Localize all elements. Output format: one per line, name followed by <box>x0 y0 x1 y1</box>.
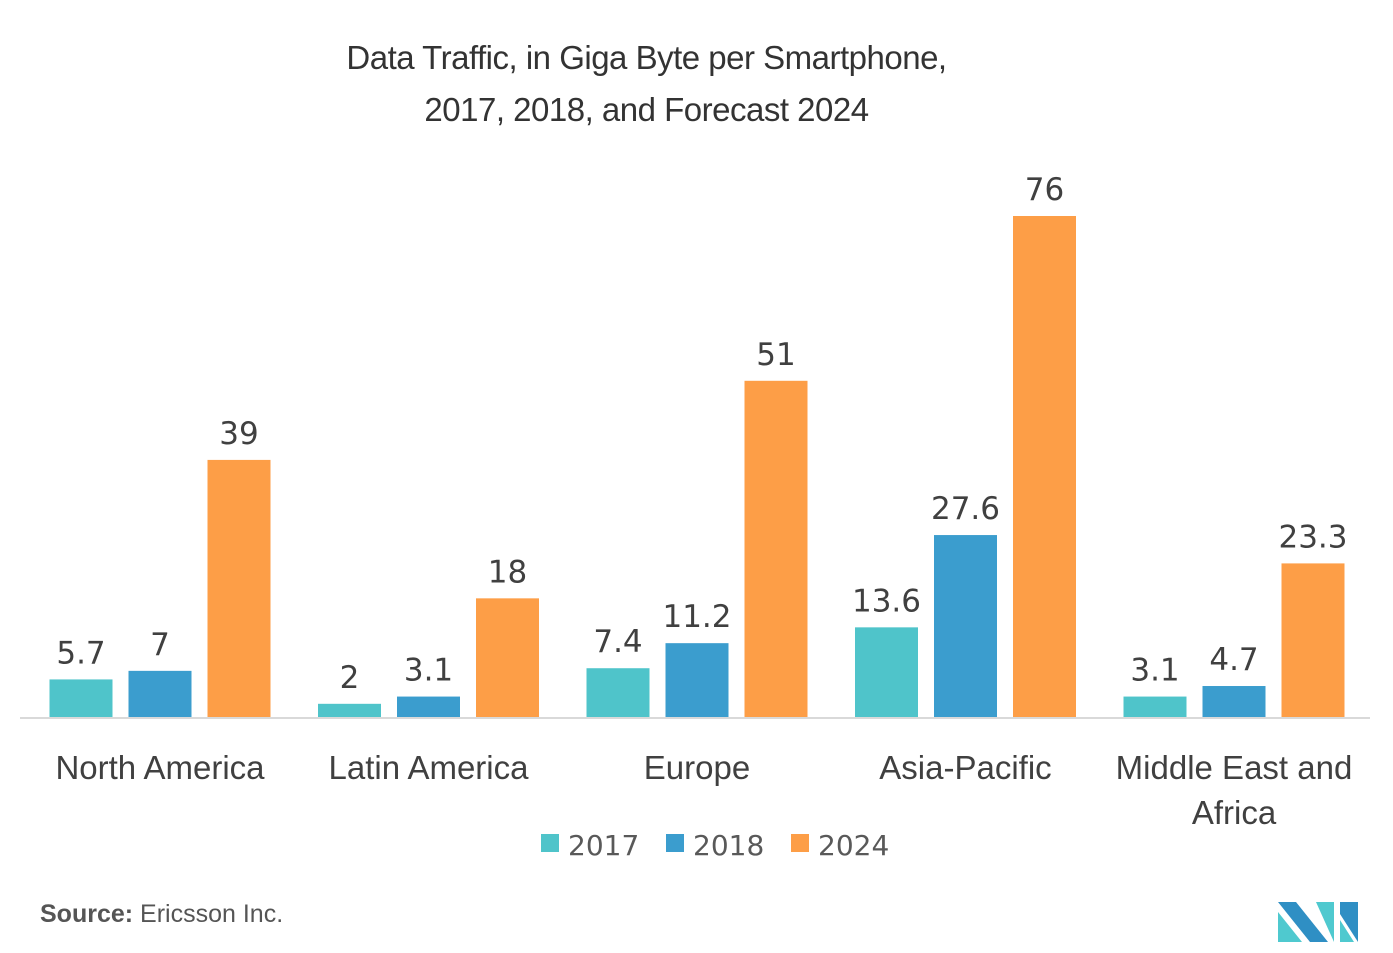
bar-2017-1 <box>318 703 381 717</box>
x-tick-label: Asia-Pacific <box>879 749 1051 786</box>
bar-2018-4 <box>1202 686 1266 717</box>
bar-2024-4 <box>1281 563 1345 717</box>
legend-label-2017: 2017 <box>568 829 639 862</box>
legend-swatch-2018 <box>666 834 684 852</box>
legend-label-2024: 2024 <box>818 829 889 862</box>
bar-2017-4 <box>1123 696 1187 717</box>
data-label: 76 <box>1025 172 1064 208</box>
data-label: 51 <box>756 337 795 373</box>
chart-title-line1: Data Traffic, in Giga Byte per Smartphon… <box>346 39 947 76</box>
bar-chart: 5.7 7 39 North America 2 3.1 18 Latin America 7.… <box>20 172 1370 862</box>
data-label: 7 <box>150 627 170 663</box>
data-label: 3.1 <box>1130 653 1179 689</box>
chart-title: Data Traffic, in Giga Byte per Smartphon… <box>0 32 1293 136</box>
source-label: Source: <box>40 900 134 928</box>
bar-2017-0 <box>49 679 113 717</box>
x-tick-label: Middle East and <box>1116 749 1353 786</box>
data-label: 4.7 <box>1209 642 1258 678</box>
bar-2024-1 <box>476 598 539 717</box>
legend-swatch-2024 <box>791 834 809 852</box>
data-label: 11.2 <box>662 599 731 635</box>
bar-2017-3 <box>855 627 918 717</box>
source-text: Ericsson Inc. <box>133 900 284 928</box>
legend-swatch-2017 <box>541 834 559 852</box>
bar-2018-1 <box>397 696 460 717</box>
data-label: 3.1 <box>404 653 453 689</box>
legend-label-2018: 2018 <box>693 829 764 862</box>
data-label: 13.6 <box>852 583 921 619</box>
x-tick-label: Europe <box>644 749 750 786</box>
bar-2024-3 <box>1013 216 1076 717</box>
x-tick-label: Africa <box>1192 794 1277 831</box>
data-label: 5.7 <box>56 635 105 671</box>
data-label: 2 <box>340 660 360 696</box>
data-label: 27.6 <box>931 491 1000 527</box>
bar-2018-3 <box>934 535 997 717</box>
mordor-logo-icon <box>1278 902 1358 942</box>
data-label: 39 <box>219 416 258 452</box>
chart-title-line2: 2017, 2018, and Forecast 2024 <box>424 91 869 128</box>
source-note: Source: Ericsson Inc. <box>40 900 283 929</box>
bar-2017-2 <box>586 668 650 717</box>
x-tick-label: North America <box>55 749 265 786</box>
bar-2018-0 <box>128 670 192 717</box>
bar-2024-0 <box>207 459 271 717</box>
data-label: 23.3 <box>1278 519 1347 555</box>
bar-2018-2 <box>665 643 729 717</box>
x-tick-label: Latin America <box>329 749 530 786</box>
data-label: 18 <box>488 554 527 590</box>
bar-2024-2 <box>744 380 808 717</box>
data-label: 7.4 <box>593 624 642 660</box>
